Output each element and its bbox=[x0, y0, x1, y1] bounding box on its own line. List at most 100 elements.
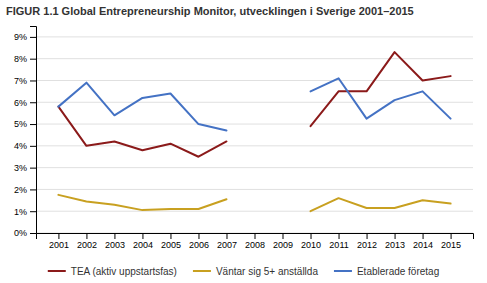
grid-line bbox=[36, 167, 473, 168]
y-tick-mark bbox=[30, 80, 36, 81]
y-tick-label: 5% bbox=[14, 119, 27, 129]
x-tick: 2003 bbox=[105, 233, 125, 250]
y-axis: 0% 1% 2% 3% 4% 5% 6% 7% 8% 9% bbox=[14, 27, 37, 239]
y-tick-label: 6% bbox=[14, 98, 27, 108]
x-tick-mark bbox=[226, 233, 227, 239]
y-tick: 6% bbox=[14, 98, 36, 108]
x-tick: 2014 bbox=[413, 233, 433, 250]
x-axis: 2001 2002 2003 2004 2005 2006 2007 2008 2009 2010… bbox=[37, 233, 474, 250]
x-tick-label: 2005 bbox=[161, 240, 181, 250]
series-line bbox=[58, 195, 450, 211]
x-tick: 2011 bbox=[329, 233, 348, 250]
x-tick-mark bbox=[170, 233, 171, 239]
y-tick: 5% bbox=[14, 119, 36, 129]
y-tick-mark bbox=[30, 168, 36, 169]
legend-swatch bbox=[334, 270, 352, 272]
legend-label: Etablerade företag bbox=[357, 266, 439, 277]
x-tick: 2002 bbox=[77, 233, 97, 250]
grid-line bbox=[36, 102, 473, 103]
x-tick-mark bbox=[395, 233, 396, 239]
series-line bbox=[58, 52, 450, 157]
x-tick-mark bbox=[58, 233, 59, 239]
grid-line bbox=[36, 124, 473, 125]
x-tick-mark bbox=[339, 233, 340, 239]
x-tick-label: 2010 bbox=[301, 240, 321, 250]
x-tick: 2008 bbox=[245, 233, 265, 250]
y-tick-mark bbox=[30, 102, 36, 103]
x-tick-label: 2009 bbox=[273, 240, 293, 250]
y-tick-mark bbox=[30, 189, 36, 190]
legend-item: Väntar sig 5+ anställda bbox=[193, 266, 318, 277]
grid-line bbox=[36, 36, 473, 37]
y-tick-label: 3% bbox=[14, 163, 27, 173]
x-tick-mark bbox=[451, 233, 452, 239]
x-tick-label: 2004 bbox=[133, 240, 153, 250]
y-axis-line bbox=[30, 27, 37, 234]
x-tick-mark bbox=[367, 233, 368, 239]
y-tick-label: 2% bbox=[14, 185, 27, 195]
y-tick: 4% bbox=[14, 141, 36, 151]
x-tick: 2013 bbox=[385, 233, 405, 250]
title: FIGUR 1.1 Global Entrepreneurship Monito… bbox=[6, 5, 414, 17]
y-tick: 3% bbox=[14, 163, 36, 173]
x-tick: 2006 bbox=[189, 233, 209, 250]
x-tick-mark bbox=[114, 233, 115, 239]
y-tick-mark bbox=[30, 146, 36, 147]
y-tick-mark bbox=[30, 124, 36, 125]
x-tick-mark bbox=[283, 233, 284, 239]
x-tick-mark bbox=[311, 233, 312, 239]
y-tick-label: 0% bbox=[14, 228, 27, 238]
x-tick-mark bbox=[86, 233, 87, 239]
x-tick: 2001 bbox=[49, 233, 69, 250]
x-tick-label: 2014 bbox=[413, 240, 433, 250]
legend-swatch bbox=[48, 270, 66, 272]
x-tick: 2004 bbox=[133, 233, 153, 250]
x-tick-label: 2012 bbox=[357, 240, 377, 250]
x-tick-mark bbox=[198, 233, 199, 239]
x-tick: 2005 bbox=[161, 233, 181, 250]
x-tick-mark bbox=[255, 233, 256, 239]
legend: TEA (aktiv uppstartsfas) Väntar sig 5+ an… bbox=[48, 266, 439, 277]
x-axis-line bbox=[37, 234, 474, 240]
grid-line bbox=[36, 211, 473, 212]
y-tick-label: 1% bbox=[14, 207, 27, 217]
y-tick-label: 9% bbox=[14, 32, 27, 42]
legend-label: TEA (aktiv uppstartsfas) bbox=[71, 266, 177, 277]
x-tick-label: 2008 bbox=[245, 240, 265, 250]
plot-area bbox=[58, 52, 450, 211]
grid-line bbox=[36, 80, 473, 81]
x-tick: 2015 bbox=[441, 233, 461, 250]
x-tick: 2007 bbox=[217, 233, 237, 250]
legend-label: Väntar sig 5+ anställda bbox=[216, 266, 318, 277]
y-tick: 2% bbox=[14, 185, 36, 195]
legend-item: TEA (aktiv uppstartsfas) bbox=[48, 266, 177, 277]
x-tick: 2010 bbox=[301, 233, 321, 250]
y-tick-label: 8% bbox=[14, 54, 27, 64]
grid-line bbox=[36, 189, 473, 190]
y-tick-mark bbox=[30, 37, 36, 38]
y-tick: 8% bbox=[14, 54, 36, 64]
legend-item: Etablerade företag bbox=[334, 266, 439, 277]
y-tick: 9% bbox=[14, 32, 36, 42]
x-tick-label: 2006 bbox=[189, 240, 209, 250]
x-tick-mark bbox=[142, 233, 143, 239]
grid bbox=[36, 37, 473, 233]
chart: FIGUR 1.1 Global Entrepreneurship Monito… bbox=[0, 0, 487, 283]
grid-line bbox=[36, 58, 473, 59]
x-tick-label: 2013 bbox=[385, 240, 405, 250]
y-tick-label: 4% bbox=[14, 141, 27, 151]
x-tick-label: 2003 bbox=[105, 240, 125, 250]
legend-swatch bbox=[193, 270, 211, 272]
x-tick-label: 2015 bbox=[441, 240, 461, 250]
y-tick-mark bbox=[30, 233, 36, 234]
x-tick-mark bbox=[423, 233, 424, 239]
x-tick: 2012 bbox=[357, 233, 377, 250]
y-tick-label: 7% bbox=[14, 76, 27, 86]
grid-line bbox=[36, 145, 473, 146]
y-tick: 0% bbox=[14, 228, 36, 238]
x-tick-label: 2002 bbox=[77, 240, 97, 250]
x-tick-label: 2011 bbox=[329, 240, 348, 250]
y-tick: 1% bbox=[14, 207, 36, 217]
y-tick-mark bbox=[30, 211, 36, 212]
y-tick-mark bbox=[30, 59, 36, 60]
